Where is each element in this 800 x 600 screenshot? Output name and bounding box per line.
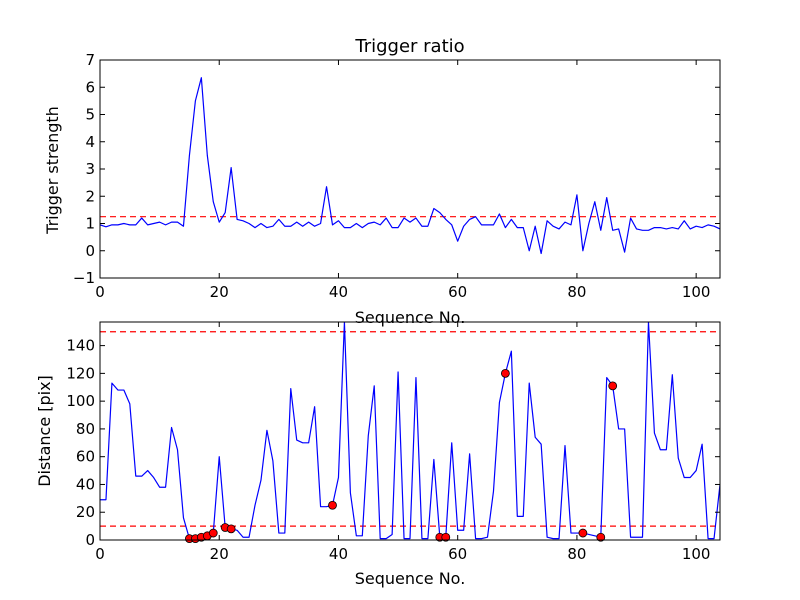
y-axis-label: Distance [pix] <box>35 375 54 487</box>
y-tick-label: 1 <box>85 215 95 233</box>
distance-chart: 0 20 40 60 80 100 0 20 40 60 80 100 120 140 Sequence … <box>35 321 721 588</box>
y-tick-label: 60 <box>76 448 95 466</box>
axes-frame <box>99 321 721 541</box>
data-marker <box>441 532 451 542</box>
y-tick-label: 0 <box>85 242 95 260</box>
y-tick-label: 5 <box>85 106 95 124</box>
y-tick-label: 40 <box>76 475 95 493</box>
x-tick-label: 80 <box>567 283 586 301</box>
data-marker <box>226 524 236 534</box>
data-marker <box>596 532 606 542</box>
series-line <box>100 77 720 255</box>
x-tick-label: 40 <box>329 545 348 563</box>
data-marker <box>328 500 337 510</box>
y-tick-label: 3 <box>85 160 95 178</box>
y-tick-label: 120 <box>66 364 95 382</box>
y-tick-label: 100 <box>66 392 95 410</box>
x-axis-label: Sequence No. <box>355 308 466 327</box>
y-axis-label: Trigger strength <box>43 106 62 235</box>
data-marker <box>208 528 218 538</box>
x-tick-label: 20 <box>210 545 229 563</box>
y-tick-label: 4 <box>85 133 95 151</box>
x-tick-label: 0 <box>95 545 105 563</box>
x-tick-label: 60 <box>448 283 467 301</box>
y-tick-label: 0 <box>85 531 95 549</box>
y-tick-label: −1 <box>73 269 95 287</box>
data-marker <box>578 528 588 538</box>
y-tick-label: 2 <box>85 187 95 205</box>
x-axis-label: Sequence No. <box>355 569 466 588</box>
y-tick-label: 6 <box>85 78 95 96</box>
x-tick-label: 80 <box>567 545 586 563</box>
data-marker <box>500 368 510 378</box>
x-tick-label: 0 <box>95 283 105 301</box>
chart-title: Trigger ratio <box>354 36 464 57</box>
x-tick-label: 100 <box>682 545 711 563</box>
x-tick-label: 20 <box>210 283 229 301</box>
y-tick-label: 20 <box>76 503 95 521</box>
x-tick-label: 40 <box>329 283 348 301</box>
y-tick-label: 7 <box>85 51 95 69</box>
data-marker <box>608 381 618 391</box>
x-tick-label: 100 <box>682 283 711 301</box>
x-tick-label: 60 <box>448 545 467 563</box>
y-tick-label: 140 <box>66 337 95 355</box>
distance-plot-area: 0 20 40 60 80 100 0 20 40 60 80 100 120 140 <box>66 321 721 563</box>
y-tick-label: 80 <box>76 420 95 438</box>
